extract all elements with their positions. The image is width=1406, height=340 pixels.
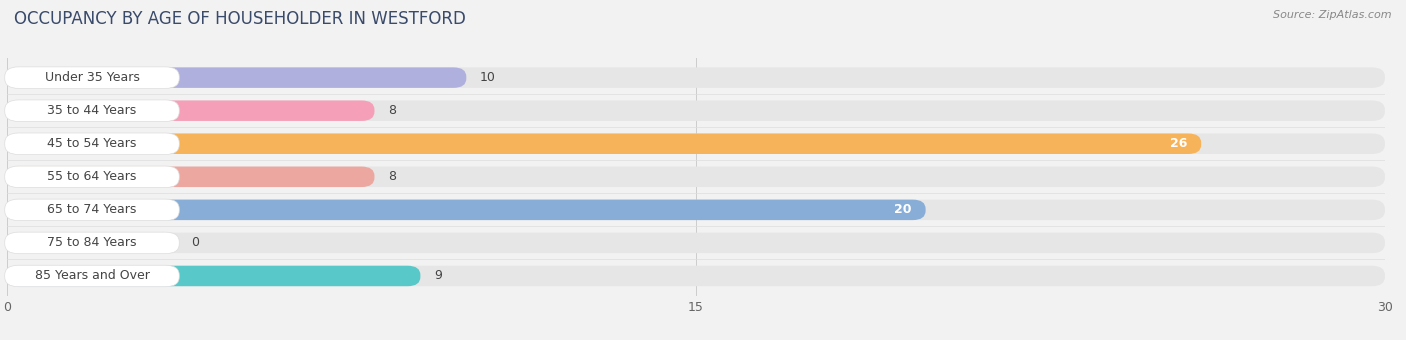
Text: 35 to 44 Years: 35 to 44 Years (48, 104, 136, 117)
FancyBboxPatch shape (7, 67, 1385, 88)
Text: 75 to 84 Years: 75 to 84 Years (48, 236, 136, 250)
Text: 8: 8 (388, 104, 396, 117)
Text: 55 to 64 Years: 55 to 64 Years (48, 170, 136, 183)
FancyBboxPatch shape (4, 199, 180, 221)
Text: 20: 20 (894, 203, 912, 216)
FancyBboxPatch shape (4, 67, 180, 88)
Text: 65 to 74 Years: 65 to 74 Years (48, 203, 136, 216)
FancyBboxPatch shape (7, 167, 1385, 187)
FancyBboxPatch shape (7, 200, 925, 220)
Text: Source: ZipAtlas.com: Source: ZipAtlas.com (1274, 10, 1392, 20)
FancyBboxPatch shape (7, 233, 1385, 253)
FancyBboxPatch shape (4, 100, 180, 121)
Text: 0: 0 (191, 236, 198, 250)
FancyBboxPatch shape (7, 67, 467, 88)
FancyBboxPatch shape (7, 266, 1385, 286)
FancyBboxPatch shape (4, 265, 180, 287)
Text: 8: 8 (388, 170, 396, 183)
Text: 9: 9 (434, 270, 441, 283)
FancyBboxPatch shape (7, 134, 1201, 154)
FancyBboxPatch shape (4, 232, 180, 254)
FancyBboxPatch shape (7, 100, 1385, 121)
Text: 45 to 54 Years: 45 to 54 Years (48, 137, 136, 150)
FancyBboxPatch shape (7, 100, 374, 121)
Text: Under 35 Years: Under 35 Years (45, 71, 139, 84)
FancyBboxPatch shape (7, 167, 374, 187)
Text: OCCUPANCY BY AGE OF HOUSEHOLDER IN WESTFORD: OCCUPANCY BY AGE OF HOUSEHOLDER IN WESTF… (14, 10, 465, 28)
FancyBboxPatch shape (4, 166, 180, 188)
FancyBboxPatch shape (7, 266, 420, 286)
Text: 10: 10 (479, 71, 496, 84)
Text: 85 Years and Over: 85 Years and Over (35, 270, 149, 283)
FancyBboxPatch shape (4, 133, 180, 154)
Text: 26: 26 (1170, 137, 1188, 150)
FancyBboxPatch shape (7, 200, 1385, 220)
FancyBboxPatch shape (7, 134, 1385, 154)
